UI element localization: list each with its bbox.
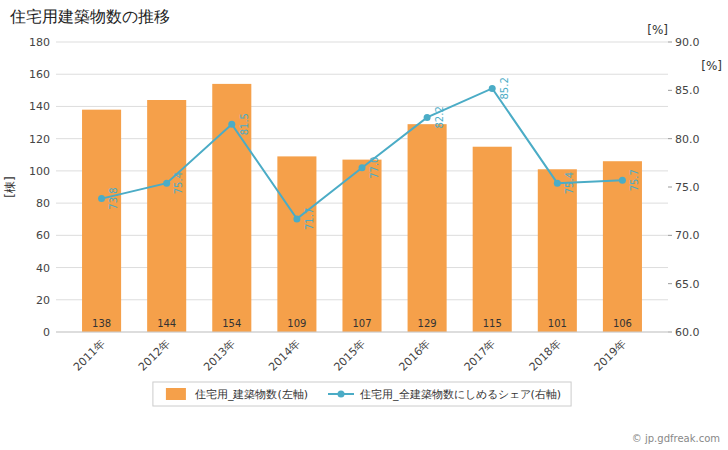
y2-tick-label: 85.0 [675,84,700,97]
line-label: 75.4 [173,172,184,194]
bar-label: 106 [613,318,632,329]
x-tick-label: 2018年 [527,337,564,374]
line-marker [489,85,496,92]
y2-tick-label: 70.0 [675,229,700,242]
bar-label: 107 [352,318,371,329]
grid-line [56,332,668,333]
grid-line [56,74,668,75]
y2-tick-label: 90.0 [675,36,700,49]
y-tick-label: 120 [29,133,50,146]
bar [538,169,577,332]
bar-label: 115 [483,318,502,329]
legend: 住宅用_建築物数(左軸) 住宅用_全建築物数にしめるシェア(右軸) [153,382,571,406]
title: 住宅用建築物数の推移 [9,7,170,26]
y2-tick-label: 60.0 [675,326,700,339]
y2-tick-label: 80.0 [675,133,700,146]
line-label: 77.0 [369,157,380,179]
y2-tick [668,283,672,284]
x-tick-label: 2015年 [331,337,368,374]
line-marker [359,164,366,171]
x-tick-label: 2016年 [396,337,433,374]
line-marker [293,215,300,222]
annotation: [%] [701,59,722,73]
y-tick-label: 140 [29,100,50,113]
y2-tick [668,187,672,188]
legend-frame [153,382,571,406]
bar [408,124,447,332]
line-marker [424,114,431,121]
bar [603,161,642,332]
bar-label: 109 [287,318,306,329]
watermark: © jp.gdfreak.com [632,433,720,444]
line-label: 71.7 [304,208,315,230]
x-axis-line [56,332,668,333]
legend-label: 住宅用_全建築物数にしめるシェア(右軸) [360,388,561,401]
y2-tick [668,332,672,333]
plot-marks [82,84,642,332]
bar-label: 144 [157,318,176,329]
bar [277,156,316,332]
y2-tick-label: 75.0 [675,181,700,194]
bar [473,147,512,332]
line [102,88,623,219]
y-tick-label: 40 [36,262,50,275]
bar-label: 154 [222,318,241,329]
bar-label: 138 [92,318,111,329]
bar-label: 129 [418,318,437,329]
chart: 住宅用建築物数の推移 0 20 40 60 80 100 120 140 160 180 60.0 65… [0,0,728,450]
line-label: 85.2 [499,77,510,99]
y2-tick [668,90,672,91]
y-tick-label: 80 [36,197,50,210]
legend-swatch [166,388,186,400]
line-marker [619,177,626,184]
y-axis-label: [棟] [3,176,17,197]
y-tick-label: 160 [29,68,50,81]
y-tick-label: 20 [36,294,50,307]
x-tick-label: 2012年 [136,337,173,374]
line-label: 75.4 [564,172,575,194]
line-marker [228,121,235,128]
y-tick-label: 60 [36,229,50,242]
line-marker [163,180,170,187]
line-marker [554,180,561,187]
legend-swatch [338,391,345,398]
y-tick-label: 100 [29,165,50,178]
x-tick-label: 2013年 [201,337,238,374]
bar-label: 101 [548,318,567,329]
line-marker [98,195,105,202]
line-label: 73.8 [108,187,119,209]
y2-tick [668,235,672,236]
y2-tick [668,42,672,43]
legend-label: 住宅用_建築物数(左軸) [195,388,308,401]
line-label: 82.2 [434,106,445,128]
x-tick-label: 2014年 [266,337,303,374]
x-tick-label: 2011年 [71,337,108,374]
y-tick-label: 180 [29,36,50,49]
line-label: 75.7 [629,169,640,191]
bar [82,110,121,332]
line-label: 81.5 [239,113,250,135]
y2-tick-label: 65.0 [675,278,700,291]
x-tick-label: 2019年 [592,337,629,374]
bar [342,160,381,332]
bar [212,84,251,332]
bar [147,100,186,332]
grid-line [56,42,668,43]
y-tick-label: 0 [43,326,50,339]
x-tick-label: 2017年 [462,337,499,374]
y2-axis-label: [%] [647,23,668,37]
y2-tick [668,138,672,139]
